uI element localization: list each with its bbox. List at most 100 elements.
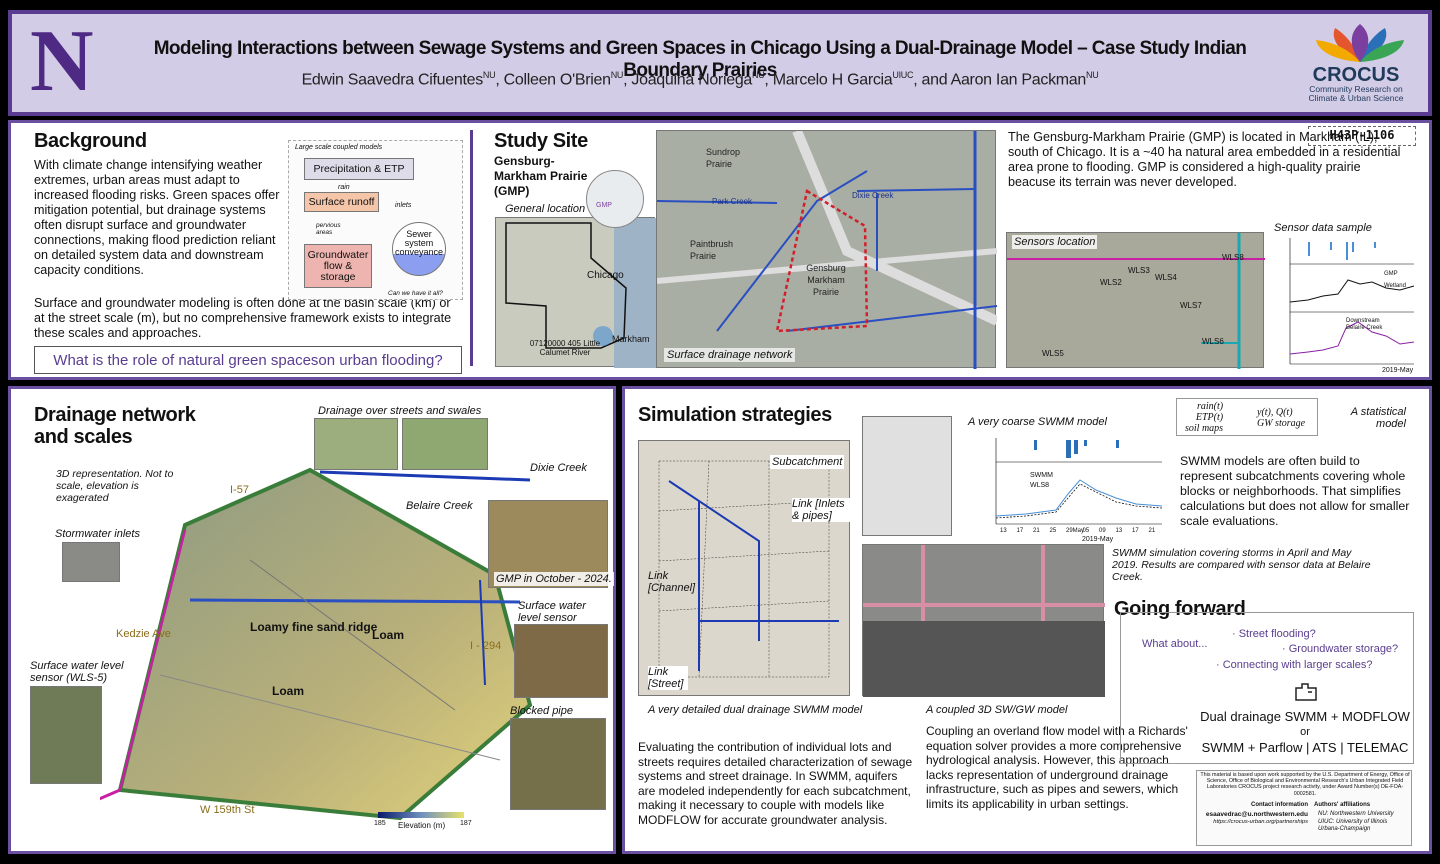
gmp-october-caption: GMP in October - 2024. [494,572,614,586]
coarse-legend-swmm: SWMM [1030,472,1053,479]
crocus-flower-icon [1316,24,1404,62]
coarse-caption: A very coarse SWMM model [968,416,1107,428]
pervious-label: pervious areas [316,222,341,236]
statistical-model-box: rain(t) ETP(t) soil maps y(t), Q(t) GW s… [1176,398,1318,436]
question-groundwater: · Groundwater storage? [1282,643,1399,655]
sensor-label: WLS2 [1100,278,1122,287]
globe-inset [586,170,644,228]
background-paragraph-2: Surface and groundwater modeling is ofte… [34,296,452,340]
diagram-footer: Can we have it all? [388,290,443,297]
author-name: Marcelo H Garcia [772,71,893,89]
coarse-xtick: 05 [1082,528,1090,534]
option-1: Dual drainage SWMM + MODFLOW [1200,709,1410,724]
author-name: Joaquina Noriega [631,71,753,89]
author-name: Edwin Saavedra Cifuentes [301,71,484,89]
legend-belaire: Downstream Belaire Creek [1346,318,1383,331]
link-channel-caption: Link [Channel] [648,570,696,594]
option-or: or [1300,726,1310,738]
coarse-xtick: 25 [1049,528,1057,534]
coarse-xtick: 13 [1000,528,1007,534]
detailed-text: Evaluating the contribution of individua… [638,740,913,827]
sample-xlabel: 2019-May [1382,367,1414,374]
elevation-min: 185 [374,820,386,827]
street-photo-1 [314,418,398,470]
blocked-pipe-caption: Blocked pipe [510,705,573,717]
study-site-description: The Gensburg-Markham Prairie (GMP) is lo… [1008,130,1401,189]
simulation-heading: Simulation strategies [638,404,832,426]
crocus-subtitle: Community Research on Climate & Urban Sc… [1308,84,1404,103]
sensors-location-caption: Sensors location [1012,235,1098,249]
link-inlets-caption: Link [Inlets & pipes] [792,498,850,522]
subcatchment-caption: Subcatchment [770,455,845,469]
what-about-label: What about... [1142,638,1208,650]
sensor-sample-chart [1268,236,1418,372]
chicago-label: Chicago [587,270,624,281]
ridge-label: Loamy fine sand ridge [250,620,378,634]
coarse-xtick: 29May [1066,528,1085,534]
gauge-label: 07120000 405 Little Calumet River [529,339,601,357]
affiliation-nu: NU: Northwestern University [1318,811,1394,817]
author-affiliation: NU [610,70,624,80]
globe-gmp-label: GMP [596,202,612,209]
coarse-xtick: 21 [1148,528,1156,534]
kedzie-label: Kedzie Ave [116,628,171,640]
sensors-map [1006,232,1265,369]
contact-url: https://crocus-urban.org/partnerships [1213,819,1308,825]
surface-drainage-map [656,129,1000,369]
puzzle-icon [1295,683,1317,701]
dixie-creek-map-label: Dixie Creek [852,191,894,200]
affiliations-heading: Authors' affiliations [1314,802,1371,808]
drainage-heading: Drainage network and scales [34,404,196,448]
coupled-text: Coupling an overland flow model with a R… [926,724,1188,811]
sensor-label: WLS7 [1180,301,1202,310]
wls8-photo [514,624,608,698]
coarse-xlabel: 2019-May [1082,536,1114,543]
author-affiliation: NU [482,70,496,80]
wls5-photo [30,686,102,784]
sensor-label: WLS6 [1202,337,1224,346]
3d-representation-caption: 3D representation. Not to scale, elevati… [56,468,174,504]
swmm-note: SWMM simulation covering storms in April… [1112,547,1371,583]
markham-label: Markham [612,334,650,344]
paintbrush-label: Paintbrush Prairie [690,239,734,261]
author-affiliation: NU [752,70,765,80]
statistical-model-caption: A statistical model [1350,406,1406,430]
study-site-sub: Gensburg-Markham Prairie (GMP) [494,154,588,198]
research-question: What is the role of natural green spaces… [34,346,462,374]
author-affiliation: NU [1086,70,1099,80]
blocked-pipe-photo [510,718,606,810]
contact-email: esaavedrac@u.northwestern.edu [1205,811,1308,818]
sewer-label: Sewer system conveyance [394,229,444,257]
poster-header [8,10,1432,116]
coarse-xtick: 13 [1115,528,1123,534]
sensor-label: WLS5 [1042,349,1064,358]
author-name: Colleen O'Brien [503,71,611,89]
stat-outputs: y(t), Q(t) GW storage [1257,407,1306,429]
runoff-box: Surface runoff [304,192,379,212]
surface-network-caption: Surface drainage network [664,348,796,362]
contact-heading: Contact information [1251,802,1308,808]
acknowledgement-box [1196,770,1412,846]
statistical-text: SWMM models are often build to represent… [1180,454,1410,528]
loam-label-2: Loam [272,684,305,698]
coarse-xtick: 21 [1033,528,1040,534]
poster-title: Modeling Interactions between Sewage Sys… [153,38,1247,81]
option-2: SWMM + Parflow | ATS | TELEMAC [1201,740,1409,755]
belaire-creek-caption: Belaire Creek [406,500,473,512]
going-forward-box [1120,612,1414,764]
elevation-max: 187 [460,820,472,827]
coarse-swmm-chart [956,432,1166,542]
loam-label-1: Loam [372,628,405,642]
sensor-sample-caption: Sensor data sample [1274,222,1372,234]
rain-label: rain [338,184,350,191]
groundwater-box: Groundwater flow & storage [304,244,372,288]
sundrop-label: Sundrop Prairie [706,147,741,169]
sensor-label: WLS4 [1155,273,1177,282]
diagram-label-large: Large scale coupled models [295,144,383,151]
stat-inputs: rain(t) ETP(t) soil maps [1185,401,1224,434]
acknowledgement-text: This material is based upon work support… [1200,772,1410,797]
wls5-caption: Surface water level sensor (WLS-5) [30,660,124,684]
streets-caption: Drainage over streets and swales [318,405,482,417]
w159-label: W 159th St [200,804,255,816]
stormwater-inlets-caption: Stormwater inlets [55,528,140,540]
